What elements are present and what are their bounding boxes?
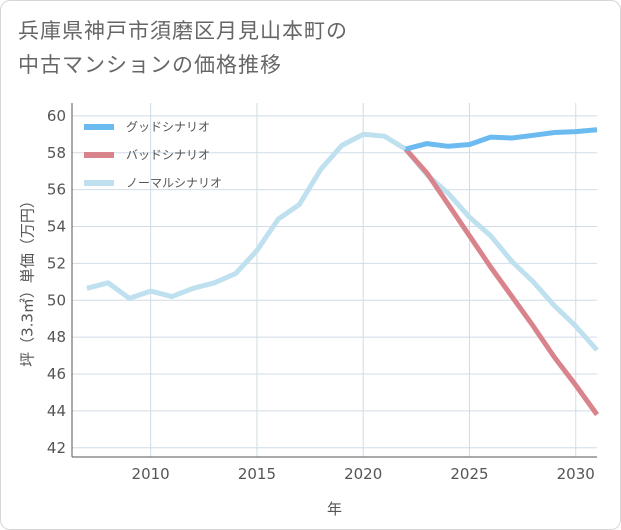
x-axis-label: 年 (327, 500, 342, 518)
x-tick-label: 2020 (344, 465, 382, 483)
y-tick-label: 56 (47, 181, 66, 199)
grid-lines (72, 103, 597, 457)
chart-title-line-1: 兵庫県神戸市須磨区月見山本町の (18, 19, 348, 43)
x-tick-label: 2015 (238, 465, 276, 483)
x-tick-label: 2025 (450, 465, 488, 483)
y-tick-label: 54 (47, 218, 66, 236)
y-tick-label: 52 (47, 254, 66, 272)
y-axis-label: 坪（3.3㎡）単価（万円） (19, 193, 37, 367)
tick-labels: 42 44 46 48 50 52 54 56 58 60 2010 2015 2020 2025 2030 (47, 107, 595, 483)
y-tick-label: 48 (47, 328, 66, 346)
legend-label: グッドシナリオ (126, 120, 210, 134)
y-tick-label: 60 (47, 107, 66, 125)
x-tick-label: 2030 (557, 465, 595, 483)
series-line (403, 147, 600, 417)
y-tick-label: 44 (47, 402, 66, 420)
chart-title-line-2: 中古マンションの価格推移 (18, 53, 282, 77)
legend-label: バッドシナリオ (126, 148, 210, 162)
y-tick-label: 58 (47, 144, 66, 162)
series-lines (86, 127, 600, 417)
y-tick-label: 46 (47, 365, 66, 383)
chart-title: 兵庫県神戸市須磨区月見山本町の 中古マンションの価格推移 (18, 14, 598, 82)
y-tick-label: 42 (47, 439, 66, 457)
series-line (86, 131, 599, 352)
legend-label: ノーマルシナリオ (126, 176, 222, 190)
x-tick-label: 2010 (132, 465, 170, 483)
series-line (405, 127, 598, 152)
axes (71, 103, 597, 458)
y-tick-label: 50 (47, 291, 66, 309)
